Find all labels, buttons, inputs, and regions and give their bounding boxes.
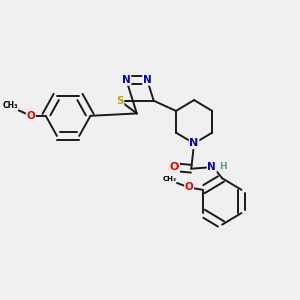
- Text: N: N: [208, 162, 216, 172]
- Text: O: O: [170, 162, 179, 172]
- Text: S: S: [116, 96, 124, 106]
- Text: O: O: [185, 182, 194, 193]
- Text: H: H: [219, 162, 226, 171]
- Text: CH₃: CH₃: [162, 176, 176, 182]
- Text: O: O: [26, 111, 35, 121]
- Text: N: N: [122, 75, 131, 85]
- Text: CH₃: CH₃: [2, 100, 18, 109]
- Text: N: N: [143, 75, 152, 85]
- Text: N: N: [190, 139, 199, 148]
